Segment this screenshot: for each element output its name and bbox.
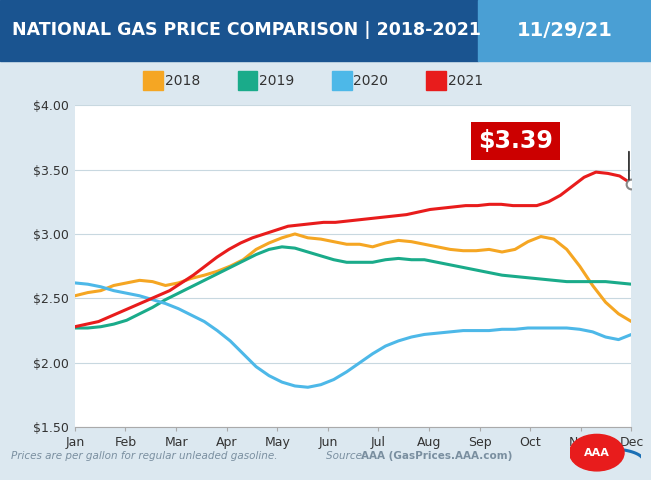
Text: Prices are per gallon for regular unleaded gasoline.: Prices are per gallon for regular unlead… [11, 451, 277, 461]
Text: $3.39: $3.39 [478, 129, 553, 153]
Text: 11/29/21: 11/29/21 [517, 21, 613, 40]
Text: 2020: 2020 [353, 73, 389, 88]
Text: AAA (GasPrices.AAA.com): AAA (GasPrices.AAA.com) [361, 451, 512, 461]
Bar [478, 0, 651, 61]
Circle shape [570, 434, 624, 471]
Bar [426, 71, 446, 90]
Bar [332, 71, 352, 90]
Bar [0, 0, 478, 61]
Text: 2019: 2019 [259, 73, 294, 88]
Text: NATIONAL GAS PRICE COMPARISON | 2018-2021: NATIONAL GAS PRICE COMPARISON | 2018-202… [12, 22, 480, 39]
Text: 2021: 2021 [448, 73, 483, 88]
Text: AAA: AAA [584, 448, 610, 457]
Text: 2018: 2018 [165, 73, 200, 88]
Bar [143, 71, 163, 90]
Bar [238, 71, 257, 90]
Text: Source:: Source: [326, 451, 368, 461]
